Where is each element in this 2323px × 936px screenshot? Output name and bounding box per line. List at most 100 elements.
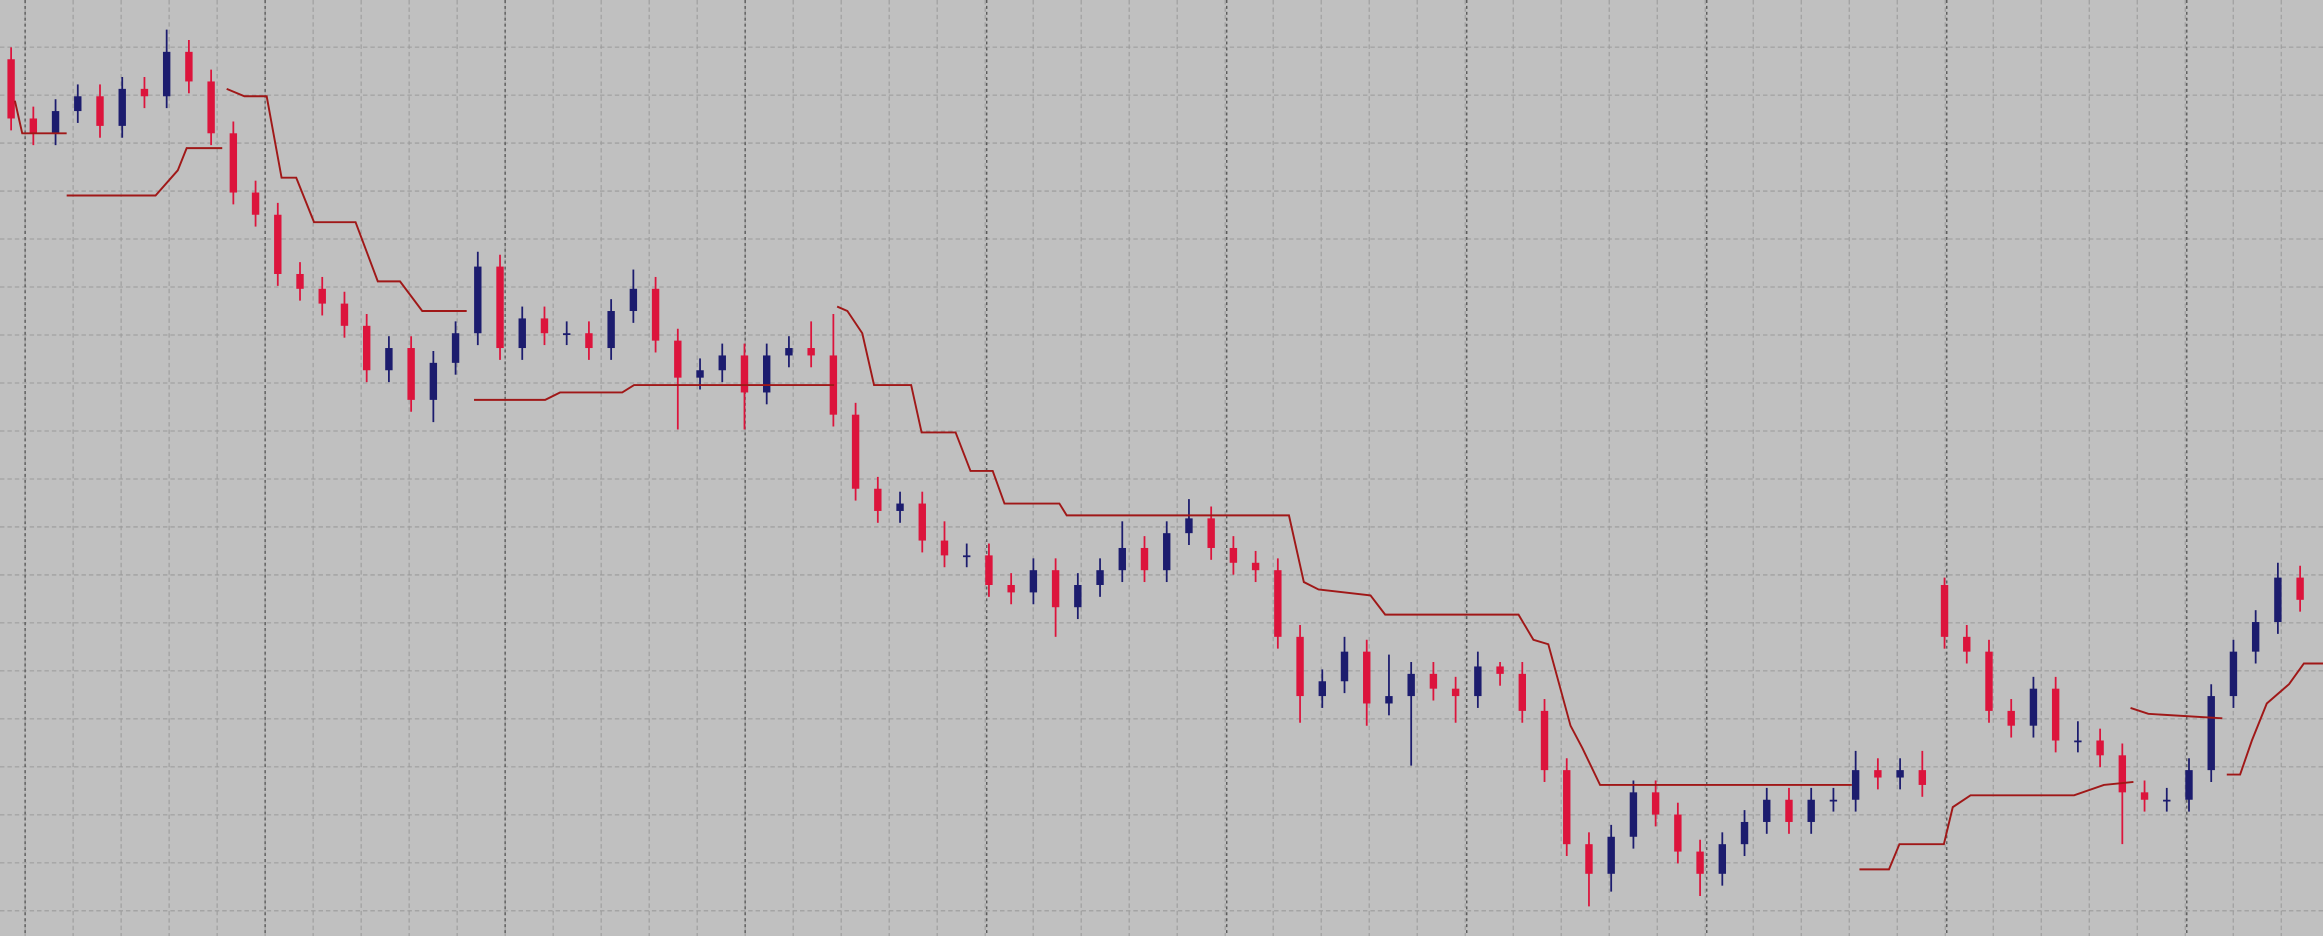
candle-body (1163, 533, 1171, 571)
candle-body (2074, 740, 2082, 743)
candle-body (274, 214, 282, 274)
candle-body (2029, 688, 2038, 726)
candle-body (2051, 688, 2060, 741)
candle-body (229, 133, 238, 193)
candle-body (1363, 651, 1371, 704)
candle-body (1651, 792, 1660, 815)
candle-body (2096, 740, 2104, 756)
candle-body (1896, 770, 1904, 778)
candle-body (474, 266, 482, 334)
candle-body (740, 355, 749, 393)
candle-body (296, 273, 304, 289)
candle-body (851, 414, 860, 489)
candle-body (140, 88, 149, 97)
candle-body (1296, 636, 1304, 697)
candle-body (651, 288, 660, 341)
candle-body (118, 88, 126, 126)
candle-body (807, 348, 815, 356)
candle-body (2163, 799, 2171, 802)
candle-body (1496, 666, 1504, 674)
candle-body (1051, 570, 1060, 608)
candle-body (1740, 821, 1749, 845)
candle-body (407, 348, 415, 400)
candle-body (785, 348, 793, 356)
candle-body (29, 118, 38, 134)
candle-body (1918, 770, 1927, 785)
candle-body (607, 311, 615, 349)
candle-body (362, 325, 371, 371)
candle-body (1540, 710, 1549, 771)
candle-body (7, 59, 15, 119)
candle-body (1474, 666, 1482, 697)
candle-body (1763, 799, 1771, 822)
candle-body (1118, 547, 1126, 571)
candle-body (1385, 696, 1393, 704)
candle-body (918, 503, 926, 541)
candle-body (429, 362, 438, 400)
candle-body (1229, 547, 1238, 563)
candle-body (674, 340, 682, 378)
candle-body (1074, 585, 1082, 608)
candle-body (540, 318, 549, 334)
candle-body (2207, 696, 2215, 771)
candle-body (1185, 518, 1193, 534)
candle-body (2007, 710, 2015, 726)
candle-body (318, 288, 326, 304)
candle-body (1029, 570, 1038, 593)
candle-body (1318, 681, 1326, 697)
candle-body (1674, 814, 1682, 852)
candle-body (2118, 755, 2127, 793)
candle-body (2274, 577, 2282, 623)
candle-body (1429, 673, 1438, 689)
candle-body (162, 51, 171, 97)
candle-body (1851, 770, 1860, 800)
candle-body (2251, 622, 2260, 652)
candle-body (718, 355, 726, 371)
candle-body (251, 192, 260, 215)
candle-body (1718, 844, 1727, 874)
candle-body (1274, 570, 1282, 637)
candle-body (2229, 651, 2238, 697)
candle-body (1607, 836, 1615, 874)
candle-body (1251, 562, 1260, 571)
candle-body (496, 266, 504, 349)
candle-body (96, 96, 104, 126)
stop-line (13, 100, 2323, 871)
candle-body (1340, 651, 1349, 682)
candle-body (874, 488, 882, 511)
candle-body (1585, 844, 1593, 874)
candle-body (1785, 799, 1793, 822)
candle-body (518, 318, 526, 349)
candle-body (1207, 518, 1215, 548)
candle-body (185, 51, 193, 82)
candle-body (385, 348, 393, 371)
candle-body (896, 503, 904, 511)
candle-body (696, 370, 704, 378)
candle-body (1007, 585, 1015, 593)
candle-body (74, 96, 82, 112)
candle-body (1140, 547, 1149, 571)
candle-body (2185, 770, 2193, 800)
candle-body (1407, 673, 1415, 697)
candle-body (985, 555, 993, 585)
candle-body (963, 555, 971, 558)
candle-body (1629, 792, 1638, 837)
candle-body (762, 355, 771, 393)
candle-body (1563, 770, 1571, 845)
candle-body (1518, 673, 1526, 711)
candle-body (940, 540, 949, 556)
candle-body (629, 288, 638, 312)
candle-body (1963, 636, 1971, 652)
candle-body (207, 81, 215, 134)
candle-body (1096, 570, 1104, 585)
stop-line (226, 87, 2223, 786)
candle-body (51, 111, 60, 134)
candle-body (562, 333, 571, 336)
candle-body (1985, 651, 1993, 711)
candle-body (1874, 770, 1882, 778)
candle-body (1940, 585, 1949, 637)
candle-body (1451, 688, 1460, 697)
